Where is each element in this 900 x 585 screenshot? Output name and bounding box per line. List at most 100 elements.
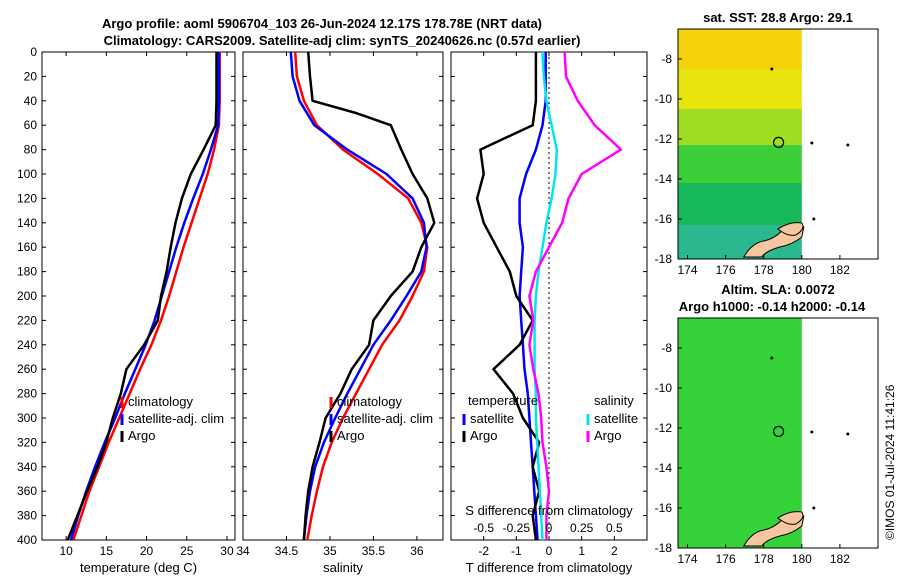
small-island	[812, 217, 816, 221]
series-satellite-adj--clim	[289, 51, 428, 541]
y-tick-label: -10	[655, 92, 673, 106]
x-tick-label: 35	[323, 544, 337, 558]
small-island	[812, 506, 816, 510]
x-tick-label: 178	[754, 263, 774, 277]
y-tick-label: 180	[17, 265, 37, 279]
sla-map-panel: Altim. SLA: 0.0072 Argo h1000: -0.14 h200…	[655, 282, 879, 566]
top-axis-tick-label: -0.25	[503, 521, 531, 535]
y-tick-label: 0	[30, 45, 37, 59]
x-tick-label: 20	[140, 544, 154, 558]
series-climatology	[72, 52, 221, 541]
data-band	[678, 69, 802, 109]
x-tick-label: 1	[578, 544, 585, 558]
x-tick-label: -1	[511, 544, 522, 558]
y-tick-label: 40	[24, 94, 38, 108]
y-tick-label: 360	[17, 484, 37, 498]
small-island	[810, 141, 814, 145]
legend-title-salinity: salinity	[594, 393, 634, 408]
top-axis-tick-label: 0.25	[570, 521, 594, 535]
x-tick-label: 176	[716, 552, 736, 566]
x-tick-label: 34.5	[275, 544, 299, 558]
y-tick-label: 260	[17, 362, 37, 376]
title-line-1: Argo profile: aoml 5906704_103 26-Jun-20…	[102, 16, 542, 31]
x-tick-label: 182	[830, 263, 850, 277]
y-tick-label: 340	[17, 460, 37, 474]
y-tick-label: 160	[17, 240, 37, 254]
plot-frame	[242, 51, 444, 541]
y-tick-label: 220	[17, 313, 37, 327]
y-tick-label: 300	[17, 411, 37, 425]
x-tick-label: 2	[611, 544, 618, 558]
x-tick-label: 174	[678, 552, 698, 566]
argo-position-marker	[772, 136, 785, 148]
y-tick-label: -12	[655, 132, 673, 146]
y-tick-label: -16	[655, 501, 673, 515]
y-tick-label: 320	[17, 435, 37, 449]
plot-frame	[450, 51, 648, 541]
salinity-panel: 34 34.5 35 35.5 36 salinity climatology satelli…	[236, 51, 444, 575]
x-tick-label: 34	[236, 544, 250, 558]
small-island	[770, 356, 774, 360]
y-tick-label: -18	[655, 541, 673, 555]
y-tick-label: -8	[661, 341, 672, 355]
y-tick-label: 100	[17, 167, 37, 181]
top-axis-title: S difference from climatology	[465, 503, 633, 518]
island-shape	[776, 222, 804, 236]
y-tick-label: 280	[17, 387, 37, 401]
title-line-2: Climatology: CARS2009. Satellite-adj cli…	[104, 33, 581, 48]
legend-title-temperature: temperature	[468, 393, 538, 408]
x-tick-label: 180	[792, 552, 812, 566]
map-title: Argo h1000: -0.14 h2000: -0.14	[679, 299, 866, 314]
y-tick-label: -14	[655, 172, 673, 186]
x-tick-label: 25	[180, 544, 194, 558]
y-tick-label: 400	[17, 533, 37, 547]
x-tick-label: 176	[716, 263, 736, 277]
y-tick-label: -12	[655, 421, 673, 435]
map-title: Altim. SLA: 0.0072	[721, 282, 834, 297]
difference-panel: -2 -1 0 1 2 T difference from climatology S di…	[450, 51, 648, 575]
y-tick-label: 120	[17, 191, 37, 205]
legend-label: climatology	[337, 394, 403, 409]
series-argo	[302, 51, 436, 541]
map-frame	[677, 28, 879, 260]
y-tick-label: -10	[655, 381, 673, 395]
y-tick-label: -8	[661, 52, 672, 66]
map-frame	[677, 317, 879, 549]
series-t-argo	[475, 52, 541, 541]
small-island	[810, 430, 814, 434]
series-s-argo	[528, 51, 623, 540]
legend-label: Argo	[594, 428, 621, 443]
x-tick-label: 0	[546, 544, 553, 558]
x-axis-label: temperature (deg C)	[80, 560, 197, 575]
data-band	[678, 145, 802, 183]
legend-label: satellite-adj. clim	[337, 411, 433, 426]
y-tick-label: 140	[17, 216, 37, 230]
x-axis-label: salinity	[323, 560, 363, 575]
legend-label: Argo	[128, 428, 155, 443]
data-band	[678, 109, 802, 145]
y-tick-label: -18	[655, 252, 673, 266]
data-band	[678, 318, 802, 548]
plot-frame	[41, 51, 236, 541]
y-tick-label: -14	[655, 461, 673, 475]
y-tick-label: 200	[17, 289, 37, 303]
x-tick-label: -2	[478, 544, 489, 558]
island-shape	[776, 511, 804, 525]
x-tick-label: 182	[830, 552, 850, 566]
series-argo	[66, 52, 218, 541]
imos-timestamp: ©IMOS 01-Jul-2024 11:41:26	[883, 384, 897, 540]
data-band	[678, 29, 802, 69]
series-s-satellite	[533, 51, 559, 541]
legend-label: Argo	[470, 428, 497, 443]
x-tick-label: 10	[59, 544, 73, 558]
x-tick-label: 36	[410, 544, 424, 558]
x-tick-label: 174	[678, 263, 698, 277]
legend-label: Argo	[337, 428, 364, 443]
series-t-satellite	[518, 52, 547, 541]
small-island	[770, 67, 774, 71]
top-axis-tick-label: 0	[546, 521, 553, 535]
map-title: sat. SST: 28.8 Argo: 29.1	[703, 10, 853, 25]
y-tick-label: 20	[24, 69, 38, 83]
x-tick-label: 178	[754, 552, 774, 566]
